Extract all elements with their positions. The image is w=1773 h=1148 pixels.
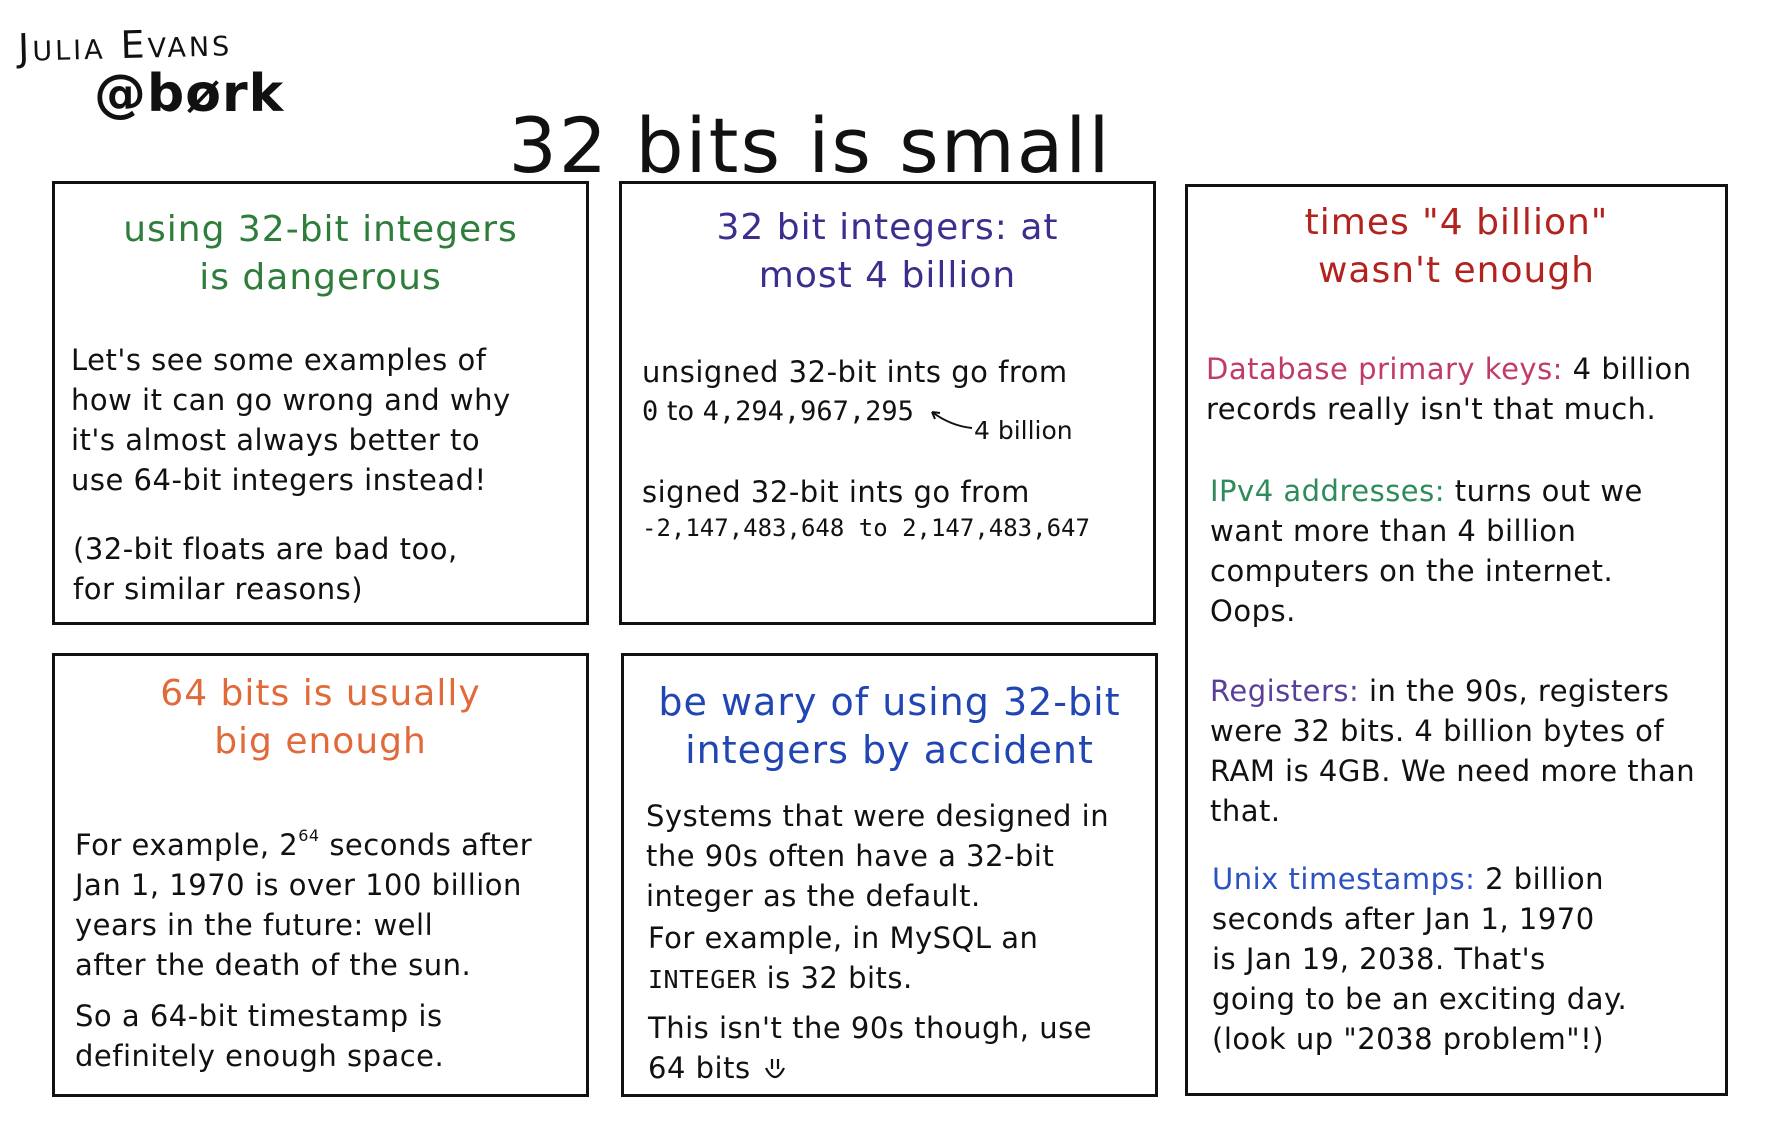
text-line: use 64-bit integers instead! [71,463,487,497]
signed-label: signed 32-bit ints go from [642,475,1030,509]
smiley-icon [764,1059,785,1079]
closing-line-2: 64 bits [648,1051,751,1085]
db-text: 4 billion [1572,352,1692,386]
panel-by-accident: be wary of using 32-bit integers by acci… [621,653,1158,1097]
mysql-rest: is 32 bits. [766,961,913,995]
registers-text: in the 90s, registers [1369,674,1670,708]
ipv4-section: IPv4 addresses: turns out we want more t… [1210,471,1725,631]
panel-title-line1: times "4 billion" [1304,202,1609,243]
note-line: (32-bit floats are bad too, [73,532,458,566]
example-line: after the death of the sun. [75,948,472,982]
unix-text: 2 billion [1485,862,1605,896]
panel-title-line2: wasn't enough [1317,250,1595,291]
author-signature: Julia Evans @børk [14,20,314,124]
example-suffix: seconds after [329,828,533,862]
annotation-four-billion: 4 billion [974,416,1073,445]
text-line: how it can go wrong and why [71,383,511,417]
example-line: Jan 1, 1970 is over 100 billion [75,868,522,902]
closing-line: This isn't the 90s though, use [648,1011,1093,1045]
unsigned-to: to [666,396,694,427]
unsigned-range: 0 to 4,294,967,295 [642,392,914,432]
conclusion-line: definitely enough space. [75,1039,445,1073]
registers-line: were 32 bits. 4 billion bytes of [1210,714,1665,748]
author-handle: @børk [94,64,285,124]
text-line: Let's see some examples of [71,343,487,377]
conclusion-line: So a 64-bit timestamp is [75,999,443,1033]
note-line: for similar reasons) [73,572,364,606]
panel-dangerous: using 32-bit integers is dangerous Let's… [52,181,589,625]
db-label: Database primary keys: [1206,352,1563,386]
example-prefix: For example, 2 [75,828,299,862]
integer-code: INTEGER [648,965,757,994]
panel-title-line1: using 32-bit integers [123,209,518,250]
panel-not-enough: times "4 billion" wasn't enough Database… [1185,184,1728,1096]
systems-line: integer as the default. [646,879,981,913]
panel-title-line2: big enough [214,721,427,762]
panel-title-line2: is dangerous [199,257,442,298]
panel-title-line1: be wary of using 32-bit [658,680,1121,724]
registers-line: that. [1210,794,1281,828]
exponent: 64 [298,826,320,845]
unsigned-max: 4,294,967,295 [702,396,914,427]
unsigned-label: unsigned 32-bit ints go from [642,355,1068,389]
panel-title-line2: integers by accident [685,728,1094,772]
annotation-arrow-icon [931,411,973,429]
text-line: it's almost always better to [71,423,481,457]
author-name: Julia Evans [17,20,233,70]
panel-64-bits: 64 bits is usually big enough For exampl… [52,653,589,1097]
example-line: years in the future: well [75,908,434,942]
unix-label: Unix timestamps: [1212,862,1476,896]
unix-line: seconds after Jan 1, 1970 [1212,902,1595,936]
registers-label: Registers: [1210,674,1360,708]
panel-title-line2: most 4 billion [758,255,1017,296]
unix-line: going to be an exciting day. [1212,982,1628,1016]
page-title: 32 bits is small [508,100,1112,190]
unsigned-zero: 0 [642,396,659,427]
systems-line: the 90s often have a 32-bit [646,839,1055,873]
signed-range: -2,147,483,648 to 2,147,483,647 [642,514,1090,542]
unix-line: (look up "2038 problem"!) [1212,1022,1605,1056]
unix-timestamps-section: Unix timestamps: 2 billion seconds after… [1212,859,1727,1059]
mysql-line: For example, in MySQL an [648,921,1039,955]
systems-line: Systems that were designed in [646,799,1110,833]
ipv4-line: want more than 4 billion [1210,514,1577,548]
ipv4-label: IPv4 addresses: [1210,474,1446,508]
panel-four-billion: 32 bit integers: at most 4 billion unsig… [619,181,1156,625]
database-keys-section: Database primary keys: 4 billion records… [1206,349,1721,429]
ipv4-line: computers on the internet. [1210,554,1614,588]
db-text-line: records really isn't that much. [1206,392,1657,426]
registers-section: Registers: in the 90s, registers were 32… [1210,671,1725,831]
ipv4-line: Oops. [1210,594,1296,628]
panel-title-line1: 64 bits is usually [160,673,481,714]
ipv4-text: turns out we [1454,474,1643,508]
registers-line: RAM is 4GB. We need more than [1210,754,1696,788]
panel-title-line1: 32 bit integers: at [716,207,1059,248]
unix-line: is Jan 19, 2038. That's [1212,942,1546,976]
